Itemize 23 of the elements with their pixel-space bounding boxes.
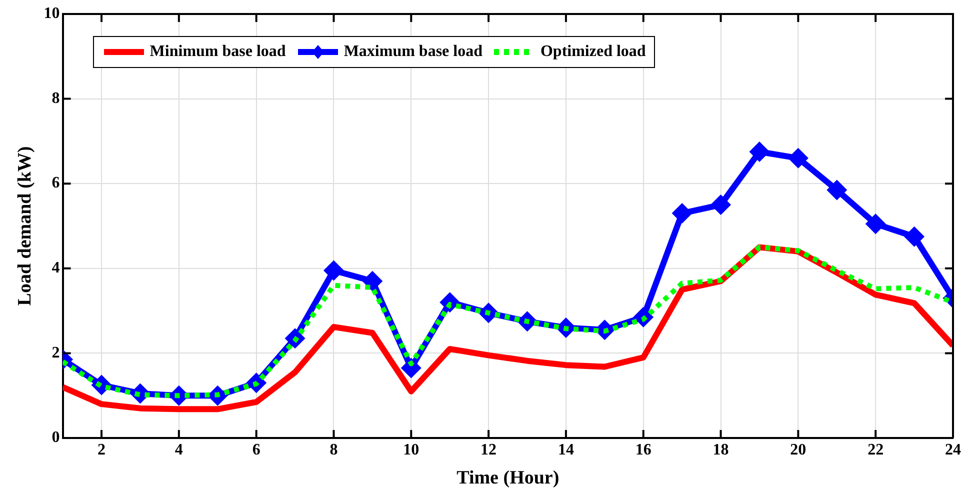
x-tick-label: 10 [403, 442, 420, 459]
y-axis-title: Load demand (kW) [14, 146, 36, 306]
x-tick-label: 2 [98, 442, 106, 459]
y-tick-label: 6 [52, 174, 60, 192]
x-tick-label: 6 [252, 442, 260, 459]
x-tick-label: 14 [558, 442, 574, 459]
legend-label: Optimized load [540, 43, 646, 61]
x-tick-label: 12 [480, 442, 497, 459]
x-tick-label: 18 [712, 442, 729, 459]
x-tick-label: 16 [635, 442, 652, 459]
legend-label: Minimum base load [150, 43, 286, 61]
y-tick-label: 2 [52, 344, 60, 362]
legend-label: Maximum base load [344, 43, 482, 61]
x-tick-label: 20 [790, 442, 806, 459]
x-tick-label: 4 [174, 442, 183, 459]
y-tick-label: 0 [52, 429, 60, 446]
x-tick-label: 8 [330, 442, 338, 459]
y-tick-label: 4 [52, 260, 60, 277]
y-tick-label: 10 [44, 5, 60, 22]
x-tick-label: 24 [945, 442, 961, 459]
x-axis-title: Time (Hour) [456, 468, 560, 489]
y-tick-label: 8 [52, 90, 60, 107]
x-tick-label: 22 [868, 442, 884, 459]
